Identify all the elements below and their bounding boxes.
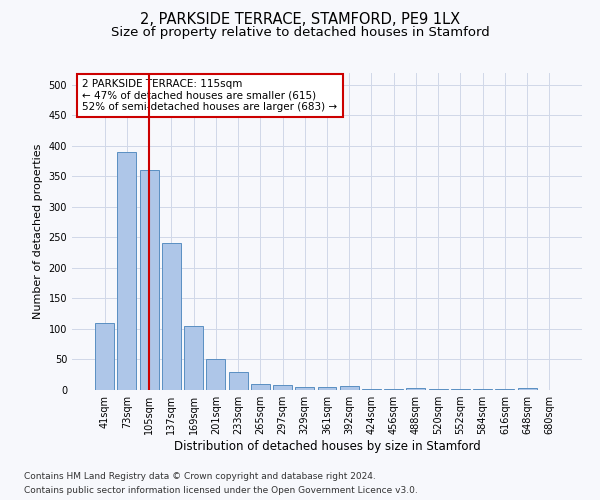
Bar xyxy=(518,388,536,390)
Bar xyxy=(340,386,359,390)
Y-axis label: Number of detached properties: Number of detached properties xyxy=(33,144,43,319)
Text: Contains HM Land Registry data © Crown copyright and database right 2024.: Contains HM Land Registry data © Crown c… xyxy=(24,472,376,481)
Bar xyxy=(140,170,158,390)
Text: Size of property relative to detached houses in Stamford: Size of property relative to detached ho… xyxy=(110,26,490,39)
Bar xyxy=(406,388,425,390)
Bar xyxy=(317,387,337,390)
Text: 2 PARKSIDE TERRACE: 115sqm
← 47% of detached houses are smaller (615)
52% of sem: 2 PARKSIDE TERRACE: 115sqm ← 47% of deta… xyxy=(82,79,337,112)
Bar xyxy=(206,360,225,390)
Bar xyxy=(95,323,114,390)
Bar xyxy=(184,326,203,390)
Bar xyxy=(118,152,136,390)
Bar xyxy=(251,384,270,390)
Bar xyxy=(229,372,248,390)
Text: 2, PARKSIDE TERRACE, STAMFORD, PE9 1LX: 2, PARKSIDE TERRACE, STAMFORD, PE9 1LX xyxy=(140,12,460,28)
Text: Contains public sector information licensed under the Open Government Licence v3: Contains public sector information licen… xyxy=(24,486,418,495)
Bar xyxy=(295,387,314,390)
Bar xyxy=(162,244,181,390)
X-axis label: Distribution of detached houses by size in Stamford: Distribution of detached houses by size … xyxy=(173,440,481,453)
Bar xyxy=(273,385,292,390)
